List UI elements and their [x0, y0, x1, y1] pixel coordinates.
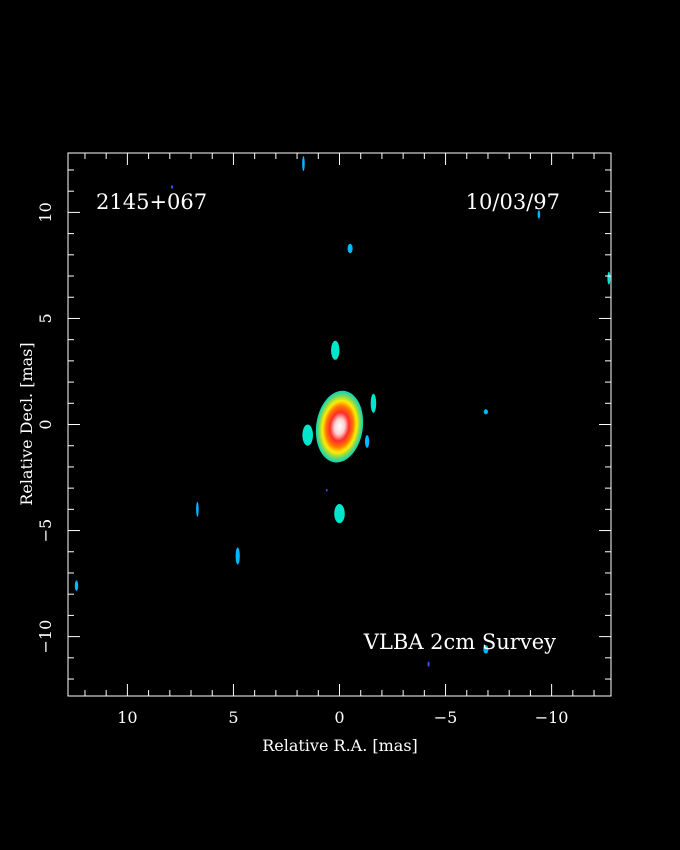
y-tick-label: 0: [36, 419, 55, 429]
emission-features: [74, 156, 611, 667]
emission-feature-2: [347, 243, 353, 254]
x-tick-labels: 10 5 0 −5 −10: [117, 708, 568, 727]
x-tick-label: 0: [334, 708, 344, 727]
emission-feature-1: [331, 340, 340, 360]
emission-feature-16: [483, 645, 489, 654]
emission-feature-17: [427, 661, 430, 667]
y-tick-label: −10: [36, 620, 55, 654]
survey-label: VLBA 2cm Survey: [363, 630, 556, 654]
emission-feature-3: [302, 156, 305, 172]
observation-date-label: 10/03/97: [466, 190, 560, 214]
y-axis-label: Relative Decl. [mas]: [17, 342, 36, 505]
y-tick-label: 5: [36, 313, 55, 323]
emission-feature-5: [370, 393, 377, 413]
emission-feature-4: [170, 185, 173, 189]
x-tick-label: −5: [434, 708, 458, 727]
emission-feature-14: [235, 547, 240, 565]
x-tick-label: 10: [117, 708, 137, 727]
emission-feature-9: [537, 210, 541, 219]
emission-feature-7: [302, 424, 313, 446]
emission-feature-8: [483, 409, 488, 415]
source-name-label: 2145+067: [96, 190, 207, 214]
x-axis-label: Relative R.A. [mas]: [262, 736, 418, 755]
emission-feature-11: [334, 504, 345, 524]
y-tick-labels: 10 5 0 −5 −10: [36, 202, 55, 653]
emission-feature-12: [325, 488, 328, 492]
axis-ticks: [68, 153, 611, 696]
y-tick-label: −5: [36, 519, 55, 543]
emission-feature-10: [607, 271, 611, 285]
emission-feature-13: [196, 501, 199, 517]
x-tick-label: 5: [228, 708, 238, 727]
emission-feature-15: [74, 580, 79, 592]
core-blob: [315, 390, 364, 463]
core-component: [315, 390, 364, 463]
y-tick-label: 10: [36, 202, 55, 222]
emission-feature-6: [364, 435, 370, 448]
x-tick-label: −10: [535, 708, 569, 727]
